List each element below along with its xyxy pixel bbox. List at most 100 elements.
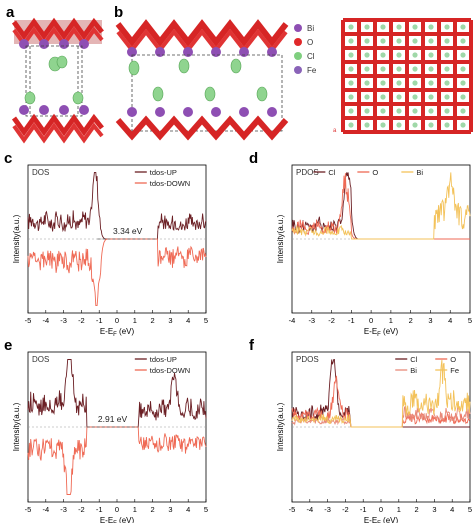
x-tick-label: 0	[379, 505, 383, 514]
legend-label-bi: Bi	[410, 366, 417, 375]
lattice-cl-atom	[364, 52, 370, 58]
x-tick-label: 2	[409, 316, 413, 325]
x-axis-label: E-EF (eV)	[364, 516, 399, 523]
legend-label-o: O	[372, 168, 378, 177]
x-tick-label: 1	[133, 505, 137, 514]
x-tick-label: 5	[468, 505, 472, 514]
x-tick-label: 3	[432, 505, 436, 514]
lattice-cl-atom	[348, 80, 354, 86]
lattice-cl-atom	[428, 80, 434, 86]
legend-label-tdos-up: tdos-UP	[150, 168, 177, 177]
unit-cell-box-a	[25, 45, 83, 117]
panel-letter-a: a	[6, 4, 15, 21]
lattice-cl-atom	[364, 66, 370, 72]
lattice-cl-atom	[348, 66, 354, 72]
lattice-cl-atom	[428, 52, 434, 58]
panel-e: e -5 -4 -3 -2 -1 0 1 2 3 4 5 E-EF (eV) Intensity(a.u…	[4, 337, 208, 523]
x-tick-label: 2	[151, 316, 155, 325]
lattice-cl-atom	[364, 94, 370, 100]
x-tick-label: -5	[289, 505, 296, 514]
legend-label-o: O	[450, 355, 456, 364]
lattice-cl-atom	[412, 94, 418, 100]
x-tick-label: 3	[168, 316, 172, 325]
lattice-cl-atom	[460, 108, 466, 114]
unit-cell-box-b	[131, 54, 283, 132]
y-axis-label: Intensity(a.u.)	[276, 214, 285, 263]
x-tick-label: 0	[115, 316, 119, 325]
x-axis-label: E-EF (eV)	[100, 516, 135, 523]
lattice-cl-atom	[396, 94, 402, 100]
lattice-cl-atom	[396, 52, 402, 58]
lattice-cl-atom	[380, 38, 386, 44]
panel-c: c -5 -4 -3 -2 -1 0 1 2 3 4 5 E-EF (eV) Intensity(a.u…	[4, 150, 208, 338]
top-view-lattice	[341, 18, 473, 134]
panel-letter-b: b	[114, 4, 123, 21]
lattice-cl-atom	[444, 94, 450, 100]
x-axis-label: E-EF (eV)	[364, 327, 399, 338]
lattice-cl-atom	[412, 108, 418, 114]
legend-swatch-fe	[294, 66, 302, 74]
legend-label-cl: Cl	[328, 168, 335, 177]
x-tick-label: -1	[96, 316, 103, 325]
lattice-cl-atom	[460, 80, 466, 86]
legend-label-bi: Bi	[307, 24, 314, 33]
lattice-cl-atom	[364, 80, 370, 86]
lattice-cl-atom	[396, 80, 402, 86]
legend-swatch-o	[294, 38, 302, 46]
x-tick-label: -5	[25, 505, 32, 514]
lattice-cl-atom	[348, 94, 354, 100]
x-tick-label: 3	[168, 505, 172, 514]
x-tick-label: -2	[78, 505, 85, 514]
x-tick-label: -1	[96, 505, 103, 514]
x-tick-label: 3	[428, 316, 432, 325]
lattice-cl-atom	[428, 122, 434, 128]
lattice-cl-atom	[444, 80, 450, 86]
lattice-cl-atom	[380, 66, 386, 72]
panel-d: d -4 -3 -2 -1 0 1 2 3 4 5 E-EF (eV) Intensity(a.u.)…	[249, 150, 472, 338]
legend-label-tdos-down: tdos-DOWN	[150, 179, 190, 188]
lattice-cl-atom	[460, 24, 466, 30]
chart-d: -4 -3 -2 -1 0 1 2 3 4 5 E-EF (eV) Intensity(a.u.) PD…	[276, 164, 472, 338]
x-tick-label: -3	[308, 316, 315, 325]
lattice-cl-atom	[460, 122, 466, 128]
legend-swatch-bi	[294, 24, 302, 32]
lattice-cl-atom	[444, 108, 450, 114]
y-axis-label: Intensity(a.u.)	[276, 402, 285, 451]
chart-corner-label: DOS	[32, 355, 49, 364]
lattice-cl-atom	[460, 66, 466, 72]
x-tick-label: 0	[115, 505, 119, 514]
series-line-bi	[291, 172, 471, 240]
chart-c: -5 -4 -3 -2 -1 0 1 2 3 4 5 E-EF (eV) Intensity(a.u.)…	[12, 164, 208, 338]
lattice-cl-atom	[396, 66, 402, 72]
series-line-tdos-down	[27, 426, 207, 495]
lattice-cl-atom	[460, 38, 466, 44]
lattice-cl-atom	[348, 122, 354, 128]
lattice-cl-atom	[412, 122, 418, 128]
x-tick-label: -3	[60, 316, 67, 325]
legend-label-tdos-down: tdos-DOWN	[150, 366, 190, 375]
x-tick-label: 4	[186, 505, 190, 514]
lattice-cl-atom	[364, 24, 370, 30]
x-tick-label: 4	[186, 316, 190, 325]
y-axis-label: Intensity(a.u.)	[12, 214, 21, 263]
lattice-cl-atom	[412, 38, 418, 44]
lattice-cl-atom	[380, 108, 386, 114]
lattice-cl-atom	[364, 122, 370, 128]
lattice-cl-atom	[460, 94, 466, 100]
y-axis-label: Intensity(a.u.)	[12, 402, 21, 451]
lattice-cl-atom	[396, 38, 402, 44]
axis-symbol: a	[333, 128, 337, 134]
lattice-cl-atom	[380, 24, 386, 30]
lattice-cl-atom	[364, 38, 370, 44]
x-tick-label: -4	[42, 505, 49, 514]
x-tick-label: 2	[415, 505, 419, 514]
lattice-cl-atom	[412, 52, 418, 58]
lattice-cl-atom	[380, 94, 386, 100]
lattice-cl-atom	[428, 38, 434, 44]
lattice-cl-atom	[364, 108, 370, 114]
band-gap-label: 3.34 eV	[113, 226, 143, 236]
legend-label-fe: Fe	[307, 66, 317, 75]
x-tick-label: -2	[342, 505, 349, 514]
lattice-cl-atom	[396, 108, 402, 114]
